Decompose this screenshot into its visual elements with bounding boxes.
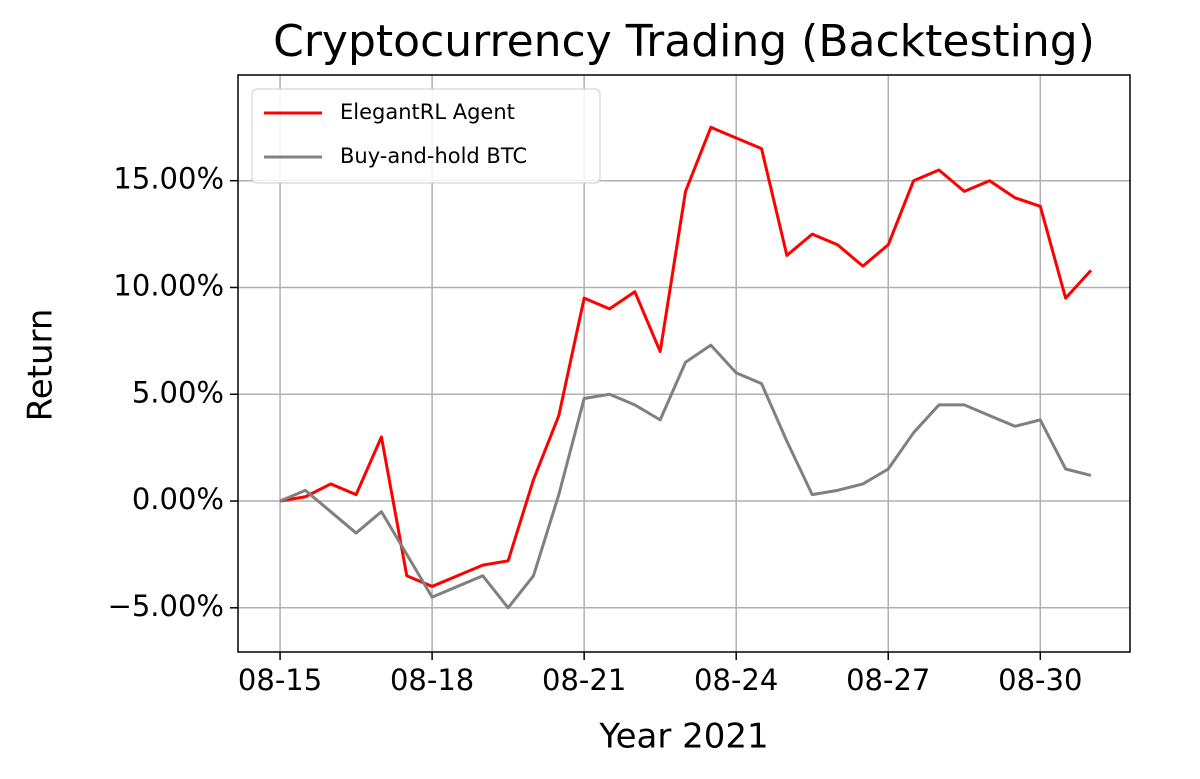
x-axis-label: Year 2021	[598, 717, 768, 757]
x-tick-label: 08-24	[694, 663, 778, 697]
x-tick-label: 08-30	[998, 663, 1082, 697]
x-tick-label: 08-15	[238, 663, 322, 697]
y-tick-label: 15.00%	[113, 162, 224, 196]
y-tick-label: 5.00%	[132, 375, 224, 409]
y-tick-label: 0.00%	[132, 482, 224, 516]
plot-frame	[237, 74, 1131, 653]
x-tick-label: 08-18	[390, 663, 474, 697]
data-line	[279, 343, 1092, 610]
legend-box	[251, 88, 601, 184]
legend: ElegantRL Agent Buy-and-hold BTC	[251, 88, 601, 184]
legend-label: Buy-and-hold BTC	[340, 144, 527, 168]
data-line	[279, 125, 1093, 588]
chart-title: Cryptocurrency Trading (Backtesting)	[273, 16, 1095, 67]
x-tick-label: 08-21	[542, 663, 626, 697]
y-tick-label: −5.00%	[108, 589, 224, 623]
legend-label: ElegantRL Agent	[340, 100, 515, 124]
x-tick-label: 08-27	[846, 663, 930, 697]
y-axis-label: Return	[21, 309, 61, 422]
y-tick-label: 10.00%	[113, 268, 224, 302]
